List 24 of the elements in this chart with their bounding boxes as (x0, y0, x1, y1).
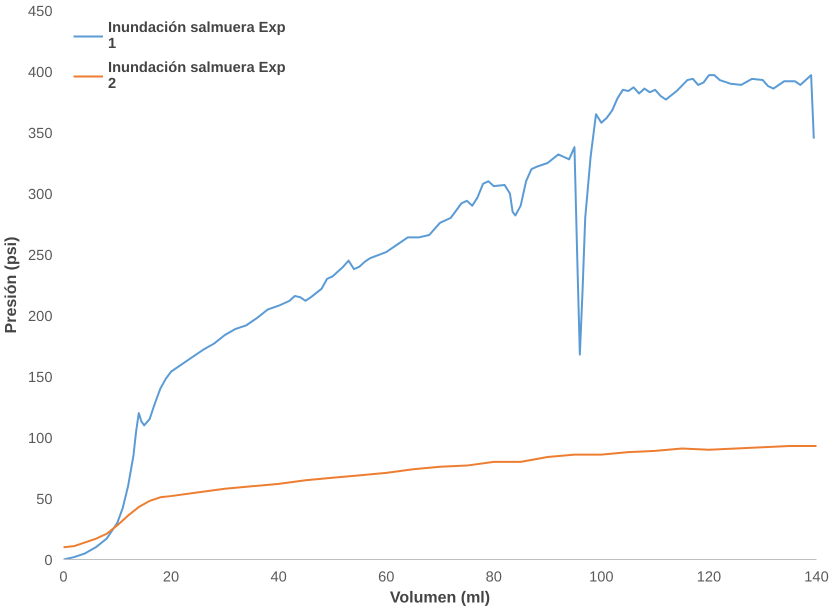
y-tick-label: 0 (44, 553, 53, 569)
y-tick-label: 450 (28, 4, 53, 20)
y-tick-label: 350 (28, 126, 53, 142)
x-tick-label: 100 (589, 570, 614, 586)
y-tick-label: 300 (28, 187, 53, 203)
x-tick-label: 20 (162, 570, 180, 586)
legend-label: Inundación salmuera Exp 2 (108, 60, 286, 92)
line-series (64, 74, 815, 560)
y-tick-label: 250 (28, 248, 53, 264)
x-tick-label: 140 (804, 570, 829, 586)
x-tick-label: 120 (696, 570, 722, 586)
y-tick-label: 150 (28, 370, 53, 386)
line-series (64, 445, 816, 548)
x-tick-label: 0 (59, 570, 68, 586)
y-tick-label: 100 (28, 431, 53, 447)
y-tick-label: 50 (36, 492, 53, 508)
x-tick-label: 60 (378, 570, 394, 586)
legend-label: Inundación salmuera Exp 1 (108, 20, 286, 52)
y-tick-label: 400 (28, 65, 53, 81)
x-tick-label: 40 (270, 570, 287, 586)
y-axis-title: Presión (psi) (3, 236, 20, 334)
y-tick-label: 200 (28, 309, 53, 325)
x-axis-title: Volumen (ml) (390, 590, 490, 606)
x-tick-label: 80 (486, 570, 502, 586)
